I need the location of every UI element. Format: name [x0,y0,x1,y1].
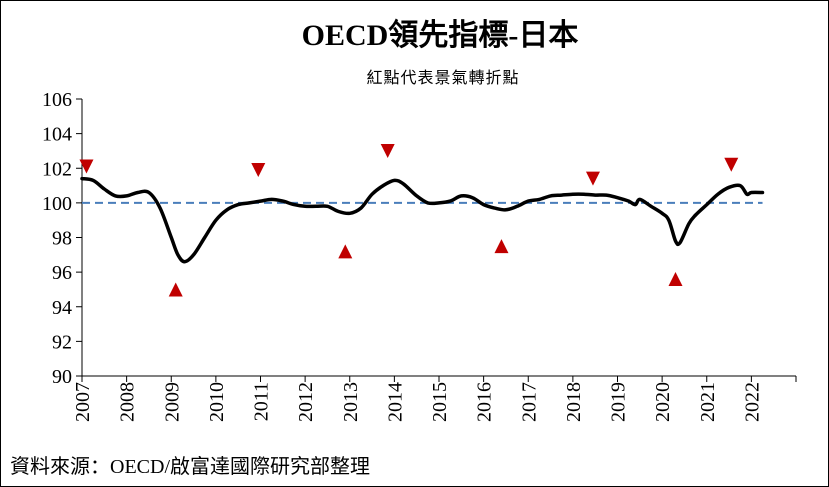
peak-marker [251,162,266,177]
y-tick-label: 100 [42,193,72,215]
y-tick-label: 106 [42,89,72,111]
x-tick-label: 2014 [384,382,406,422]
y-tick-label: 98 [52,228,72,250]
y-tick-label: 94 [52,297,72,319]
peak-marker [380,143,395,158]
x-tick-label: 2009 [161,382,183,422]
source-note: 資料來源：OECD/啟富達國際研究部整理 [10,455,370,478]
x-tick-label: 2010 [206,382,228,422]
trough-marker [168,282,183,297]
x-tick-label: 2018 [563,382,585,422]
x-tick-label: 2021 [697,382,719,422]
cli-line [80,176,765,264]
x-tick-label: 2008 [117,382,139,422]
peak-marker [585,171,600,186]
chart-subtitle: 紅點代表景氣轉折點 [366,68,519,87]
x-tick-label: 2017 [518,382,540,422]
trough-marker [494,239,509,254]
plot-area: 90 92 94 96 98 100 102 104 106 2007 2008 2009 2010 20… [42,89,797,422]
x-tick-label: 2016 [474,382,496,422]
trough-marker [668,272,683,287]
y-tick-label: 96 [52,262,72,284]
y-tick-label: 104 [42,124,72,146]
x-tick-label: 2020 [652,382,674,422]
chart-title: OECD領先指標-日本 [302,18,579,52]
x-tick-label: 2015 [429,382,451,422]
x-tick-label: 2022 [741,382,763,422]
trough-marker [338,244,353,259]
y-tick-label: 90 [52,366,72,388]
y-tick-label: 92 [52,331,72,353]
x-tick-label: 2012 [295,382,317,422]
x-tick-label: 2013 [340,382,362,422]
peak-marker [79,159,94,174]
x-tick-label: 2007 [72,382,94,422]
x-tick-label: 2011 [251,382,273,421]
y-tick-label: 102 [42,158,72,180]
x-tick-label: 2019 [608,382,630,422]
peak-marker [724,157,739,172]
